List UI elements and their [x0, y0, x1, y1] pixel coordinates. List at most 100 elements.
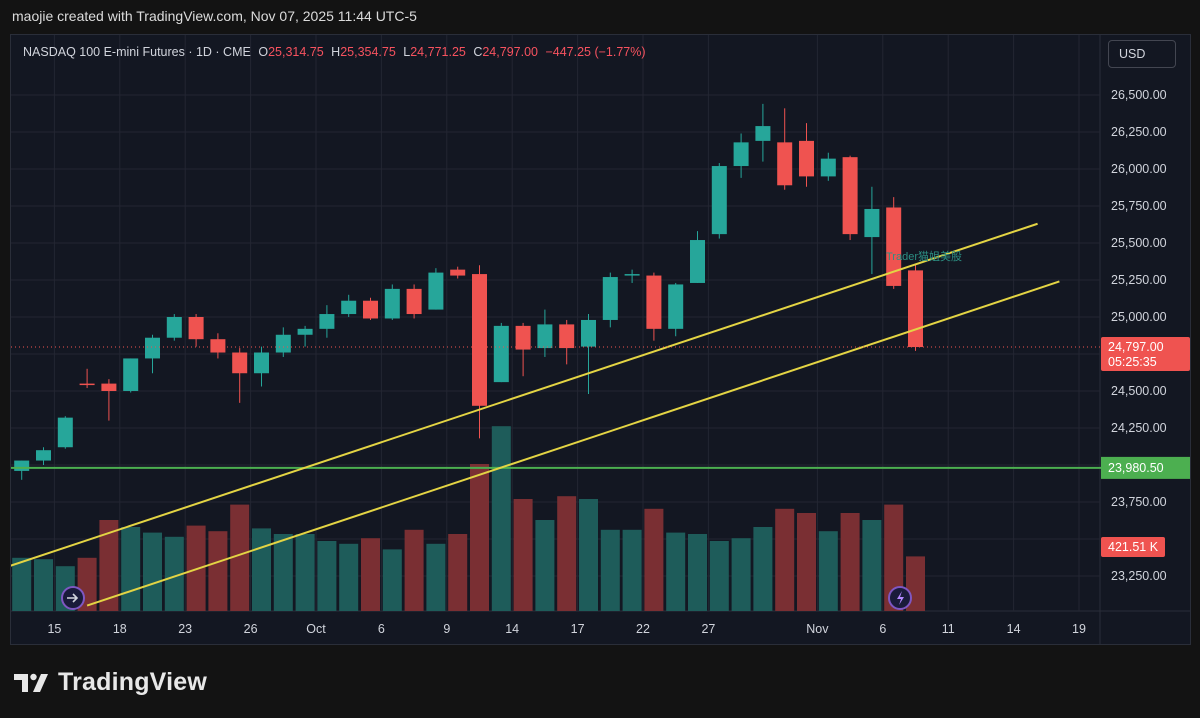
volume-bar [273, 534, 293, 611]
time-tick-label: 11 [942, 622, 955, 636]
candle [602, 272, 618, 328]
low-value: 24,771.25 [410, 45, 466, 59]
candle [711, 163, 727, 239]
candle [254, 346, 269, 387]
open-label: O [258, 45, 269, 59]
volume-bar [317, 541, 337, 611]
price-axis[interactable]: 26,500.00 26,250.00 26,000.00 25,750.00 25,5… [1101, 88, 1190, 583]
candlestick-chart[interactable]: 26,500.00 26,250.00 26,000.00 25,750.00 25,5… [11, 35, 1190, 644]
grid-lines [11, 35, 1190, 644]
candle [864, 186, 880, 275]
candle [406, 284, 422, 319]
volume-bar [818, 531, 838, 611]
currency-selector[interactable]: USD [1108, 40, 1176, 68]
candle [210, 333, 226, 359]
candle [559, 319, 575, 365]
volume-bar [862, 520, 882, 611]
candle-body [297, 328, 313, 335]
candle [690, 231, 705, 283]
time-tick-label: 15 [47, 622, 61, 636]
symbol-title: NASDAQ 100 E-mini Futures · 1D · CME [23, 45, 251, 59]
volume-bar [34, 559, 53, 611]
volume-bar [12, 557, 32, 611]
time-tick-label: 6 [378, 622, 385, 636]
candle [14, 460, 30, 480]
volume-bar [339, 543, 359, 611]
price-tick-label: 23,250.00 [1111, 569, 1167, 583]
candle [363, 297, 378, 320]
volume-bar [622, 529, 642, 611]
candle [57, 416, 73, 449]
candle-body [450, 269, 466, 276]
candle [319, 305, 335, 338]
candle-body [690, 240, 705, 283]
volume-bar [448, 534, 468, 611]
volume-bar [840, 513, 860, 611]
close-value: 24,797.00 [482, 45, 538, 59]
open-value: 25,314.75 [268, 45, 324, 59]
watermark-text: Trader猫姐美股 [886, 249, 962, 263]
volume-bar [143, 532, 162, 611]
price-tick-label: 24,250.00 [1111, 421, 1167, 435]
high-value: 25,354.75 [340, 45, 396, 59]
volume-tag [1101, 537, 1165, 557]
price-tick-label: 26,500.00 [1111, 88, 1167, 102]
price-tick-label: 23,750.00 [1111, 495, 1167, 509]
volume-bar [884, 504, 904, 611]
candle [166, 314, 182, 341]
lightning-marker-icon [888, 586, 912, 610]
chart-panel[interactable]: 26,500.00 26,250.00 26,000.00 25,750.00 25,5… [10, 34, 1191, 645]
drawing-lines[interactable] [11, 222, 1190, 607]
candle [755, 103, 771, 162]
candle [646, 272, 662, 341]
volume-bar [513, 499, 533, 611]
candle [842, 155, 858, 241]
candle [908, 264, 923, 351]
candle-body [428, 272, 444, 310]
volume-bar [382, 549, 402, 611]
time-tick-label: 14 [505, 622, 519, 636]
candle-body [341, 300, 357, 315]
candle [384, 284, 400, 320]
time-tick-label: 14 [1007, 622, 1021, 636]
candle-body [537, 324, 553, 349]
candle-body [733, 142, 749, 167]
candle [101, 379, 117, 421]
candle [581, 314, 596, 394]
time-tick-label: 27 [701, 622, 715, 636]
volume-bar [579, 499, 598, 611]
volume-bar [230, 504, 250, 611]
candle-body [319, 314, 335, 329]
last-price-value: 24,797.00 [1108, 340, 1164, 354]
candle-body [668, 284, 684, 329]
volume-bar [404, 529, 424, 611]
volume-bar [295, 534, 315, 611]
volume-bar [557, 496, 577, 611]
volume-bar [644, 508, 664, 611]
time-axis[interactable]: 15 18 23 26 Oct 6 9 14 17 22 27 Nov 6 11 14 19 [47, 622, 1086, 636]
candle [79, 368, 95, 389]
volume-bar [600, 529, 620, 611]
time-tick-label: Nov [806, 622, 829, 636]
candle [232, 348, 248, 403]
candle [820, 152, 836, 181]
event-markers[interactable] [61, 586, 912, 610]
support-price-label: 23,980.50 [1108, 461, 1164, 475]
candle [297, 325, 313, 347]
volume-bar [688, 534, 707, 611]
candle-body [908, 270, 923, 348]
volume-bar [470, 464, 489, 611]
tradingview-brand: TradingView [58, 668, 208, 696]
time-tick-label: 26 [244, 622, 258, 636]
candle-body [275, 334, 291, 353]
time-tick-label: Oct [306, 622, 326, 636]
close-label: C [473, 45, 483, 59]
dividend-marker-icon [61, 586, 85, 610]
candle-body [820, 158, 836, 177]
candle [624, 269, 640, 283]
volume-bar [426, 543, 446, 611]
candle-body [210, 339, 226, 353]
candle-body [886, 207, 902, 286]
candle [733, 133, 749, 178]
tradingview-logo[interactable]: TradingView [14, 668, 207, 697]
